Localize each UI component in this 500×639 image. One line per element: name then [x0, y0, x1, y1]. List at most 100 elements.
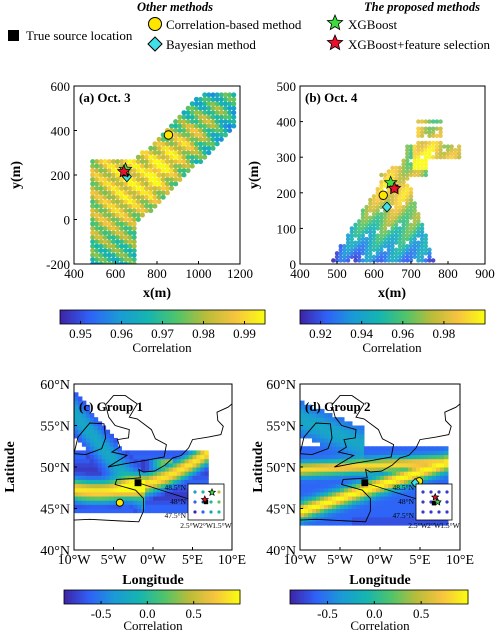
panel-c-colorbar-band	[228, 590, 231, 604]
panel-c-cell	[156, 450, 162, 456]
panel-a-cell	[90, 225, 96, 231]
panel-b-cell	[419, 240, 425, 245]
panel-d-cell	[356, 508, 361, 514]
panel-a-cell	[123, 203, 129, 209]
panel-b-cell	[379, 233, 384, 238]
panel-d-cell	[348, 508, 353, 514]
panel-d-cell	[400, 520, 405, 526]
panel-b-cell	[375, 258, 380, 263]
panel-d-cell	[444, 467, 449, 472]
panel-d-cell	[384, 512, 389, 518]
panel-a-cell	[119, 225, 125, 231]
panel-a-cell	[164, 163, 170, 169]
panel-b-cell	[397, 258, 403, 263]
panel-d-ytick-label: 45°N	[266, 503, 296, 518]
panel-a-cell	[193, 119, 199, 125]
panel-d-cell	[324, 425, 329, 431]
panel-b-cell	[427, 144, 432, 149]
panel-b-cell	[416, 240, 421, 245]
panel-d-cell	[408, 446, 413, 451]
panel-d-colorbar-band	[317, 590, 321, 604]
panel-c-cell	[85, 475, 91, 480]
panel-b-cell	[371, 226, 377, 231]
panel-b-cell	[371, 208, 377, 213]
panel-c-colorbar-band	[187, 590, 190, 604]
panel-a-cell	[98, 212, 104, 218]
panel-a-cell	[115, 243, 121, 249]
panel-d-inset-cell	[421, 490, 425, 494]
panel-d-cell	[320, 491, 325, 497]
panel-a-cell	[131, 199, 137, 205]
panel-b-cell	[427, 126, 432, 131]
panel-d-cell	[348, 512, 353, 518]
panel-d-cell	[316, 446, 321, 451]
panel-c-cell	[105, 429, 111, 435]
panel-d-cell	[376, 446, 381, 451]
panel-a-colorbar-band	[78, 310, 82, 324]
panel-b-cell	[442, 151, 447, 156]
panel-d-colorbar-band	[327, 590, 331, 604]
panel-d-cell	[372, 458, 377, 464]
panel-b-cell	[371, 244, 377, 249]
panel-d-colorbar-band	[450, 590, 453, 604]
panel-c-cell	[129, 496, 134, 501]
panel-d-cell	[324, 508, 329, 514]
panel-d-cell	[356, 475, 361, 480]
panel-d-cell	[316, 471, 321, 476]
panel-b-cell	[412, 151, 417, 156]
panel-a-colorbar-band	[217, 310, 221, 324]
panel-a-cell	[169, 172, 175, 178]
panel-d-cell	[344, 437, 349, 443]
panel-a-cell	[90, 257, 96, 263]
panel-b-colorbar-band	[468, 310, 472, 324]
panel-c-cell	[89, 479, 95, 485]
panel-b-cell	[353, 233, 358, 238]
panel-d-inset-cell	[445, 490, 449, 494]
panel-a-cell	[115, 194, 121, 200]
panel-c-cell	[74, 467, 79, 472]
panel-a-cell	[177, 119, 183, 125]
panel-b-colorbar: 0.92 0.94 0.96 0.98	[299, 309, 486, 341]
legend-true-source: True source location	[8, 28, 133, 43]
panel-b-cell	[382, 258, 388, 263]
panel-a-cell	[135, 163, 141, 169]
panel-a-cell	[139, 212, 145, 218]
panel-c-cell	[164, 450, 170, 456]
panel-d-cell	[328, 508, 333, 514]
panel-a-cell	[119, 190, 125, 196]
panel-d-inset-cell	[421, 500, 425, 504]
panel-a-cell	[90, 217, 96, 222]
panel-d-colorbar-band	[309, 590, 313, 604]
panel-b-cell	[401, 226, 406, 231]
panel-a-cell	[90, 199, 96, 205]
panel-d-cell	[300, 446, 305, 451]
panel-c-cell	[93, 454, 99, 460]
panel-d-cell	[300, 400, 305, 406]
panel-a-cell	[231, 119, 237, 125]
panel-d-cell	[312, 413, 317, 418]
panel-b-cell	[412, 254, 417, 260]
panel-d-cell	[396, 471, 401, 476]
panel-b-cell	[419, 169, 425, 174]
panel-a-cell	[106, 163, 112, 169]
panel-d-cell	[308, 512, 313, 518]
panel-d-cell	[428, 450, 433, 456]
panel-c-cell	[145, 491, 150, 497]
panel-d-cell	[432, 467, 437, 472]
panel-b-cell	[360, 236, 366, 242]
panel-a-cell	[119, 194, 125, 200]
panel-d-cell	[332, 496, 337, 501]
panel-d-cell	[404, 483, 409, 489]
panel-d-cell	[392, 487, 397, 493]
panel-c-cell	[74, 496, 79, 501]
panel-a-cell	[206, 145, 212, 151]
panel-c-cell	[101, 429, 107, 435]
panel-c-cell	[129, 483, 134, 489]
panel-b-cell	[427, 140, 432, 146]
panel-a-cell	[189, 114, 195, 120]
panel-c-cell	[125, 491, 130, 497]
panel-c-cell	[85, 467, 91, 472]
panel-b-cell	[394, 222, 399, 228]
panel-b-xgboost-fs-marker	[387, 181, 402, 195]
panel-c-colorbar-band	[124, 590, 128, 604]
